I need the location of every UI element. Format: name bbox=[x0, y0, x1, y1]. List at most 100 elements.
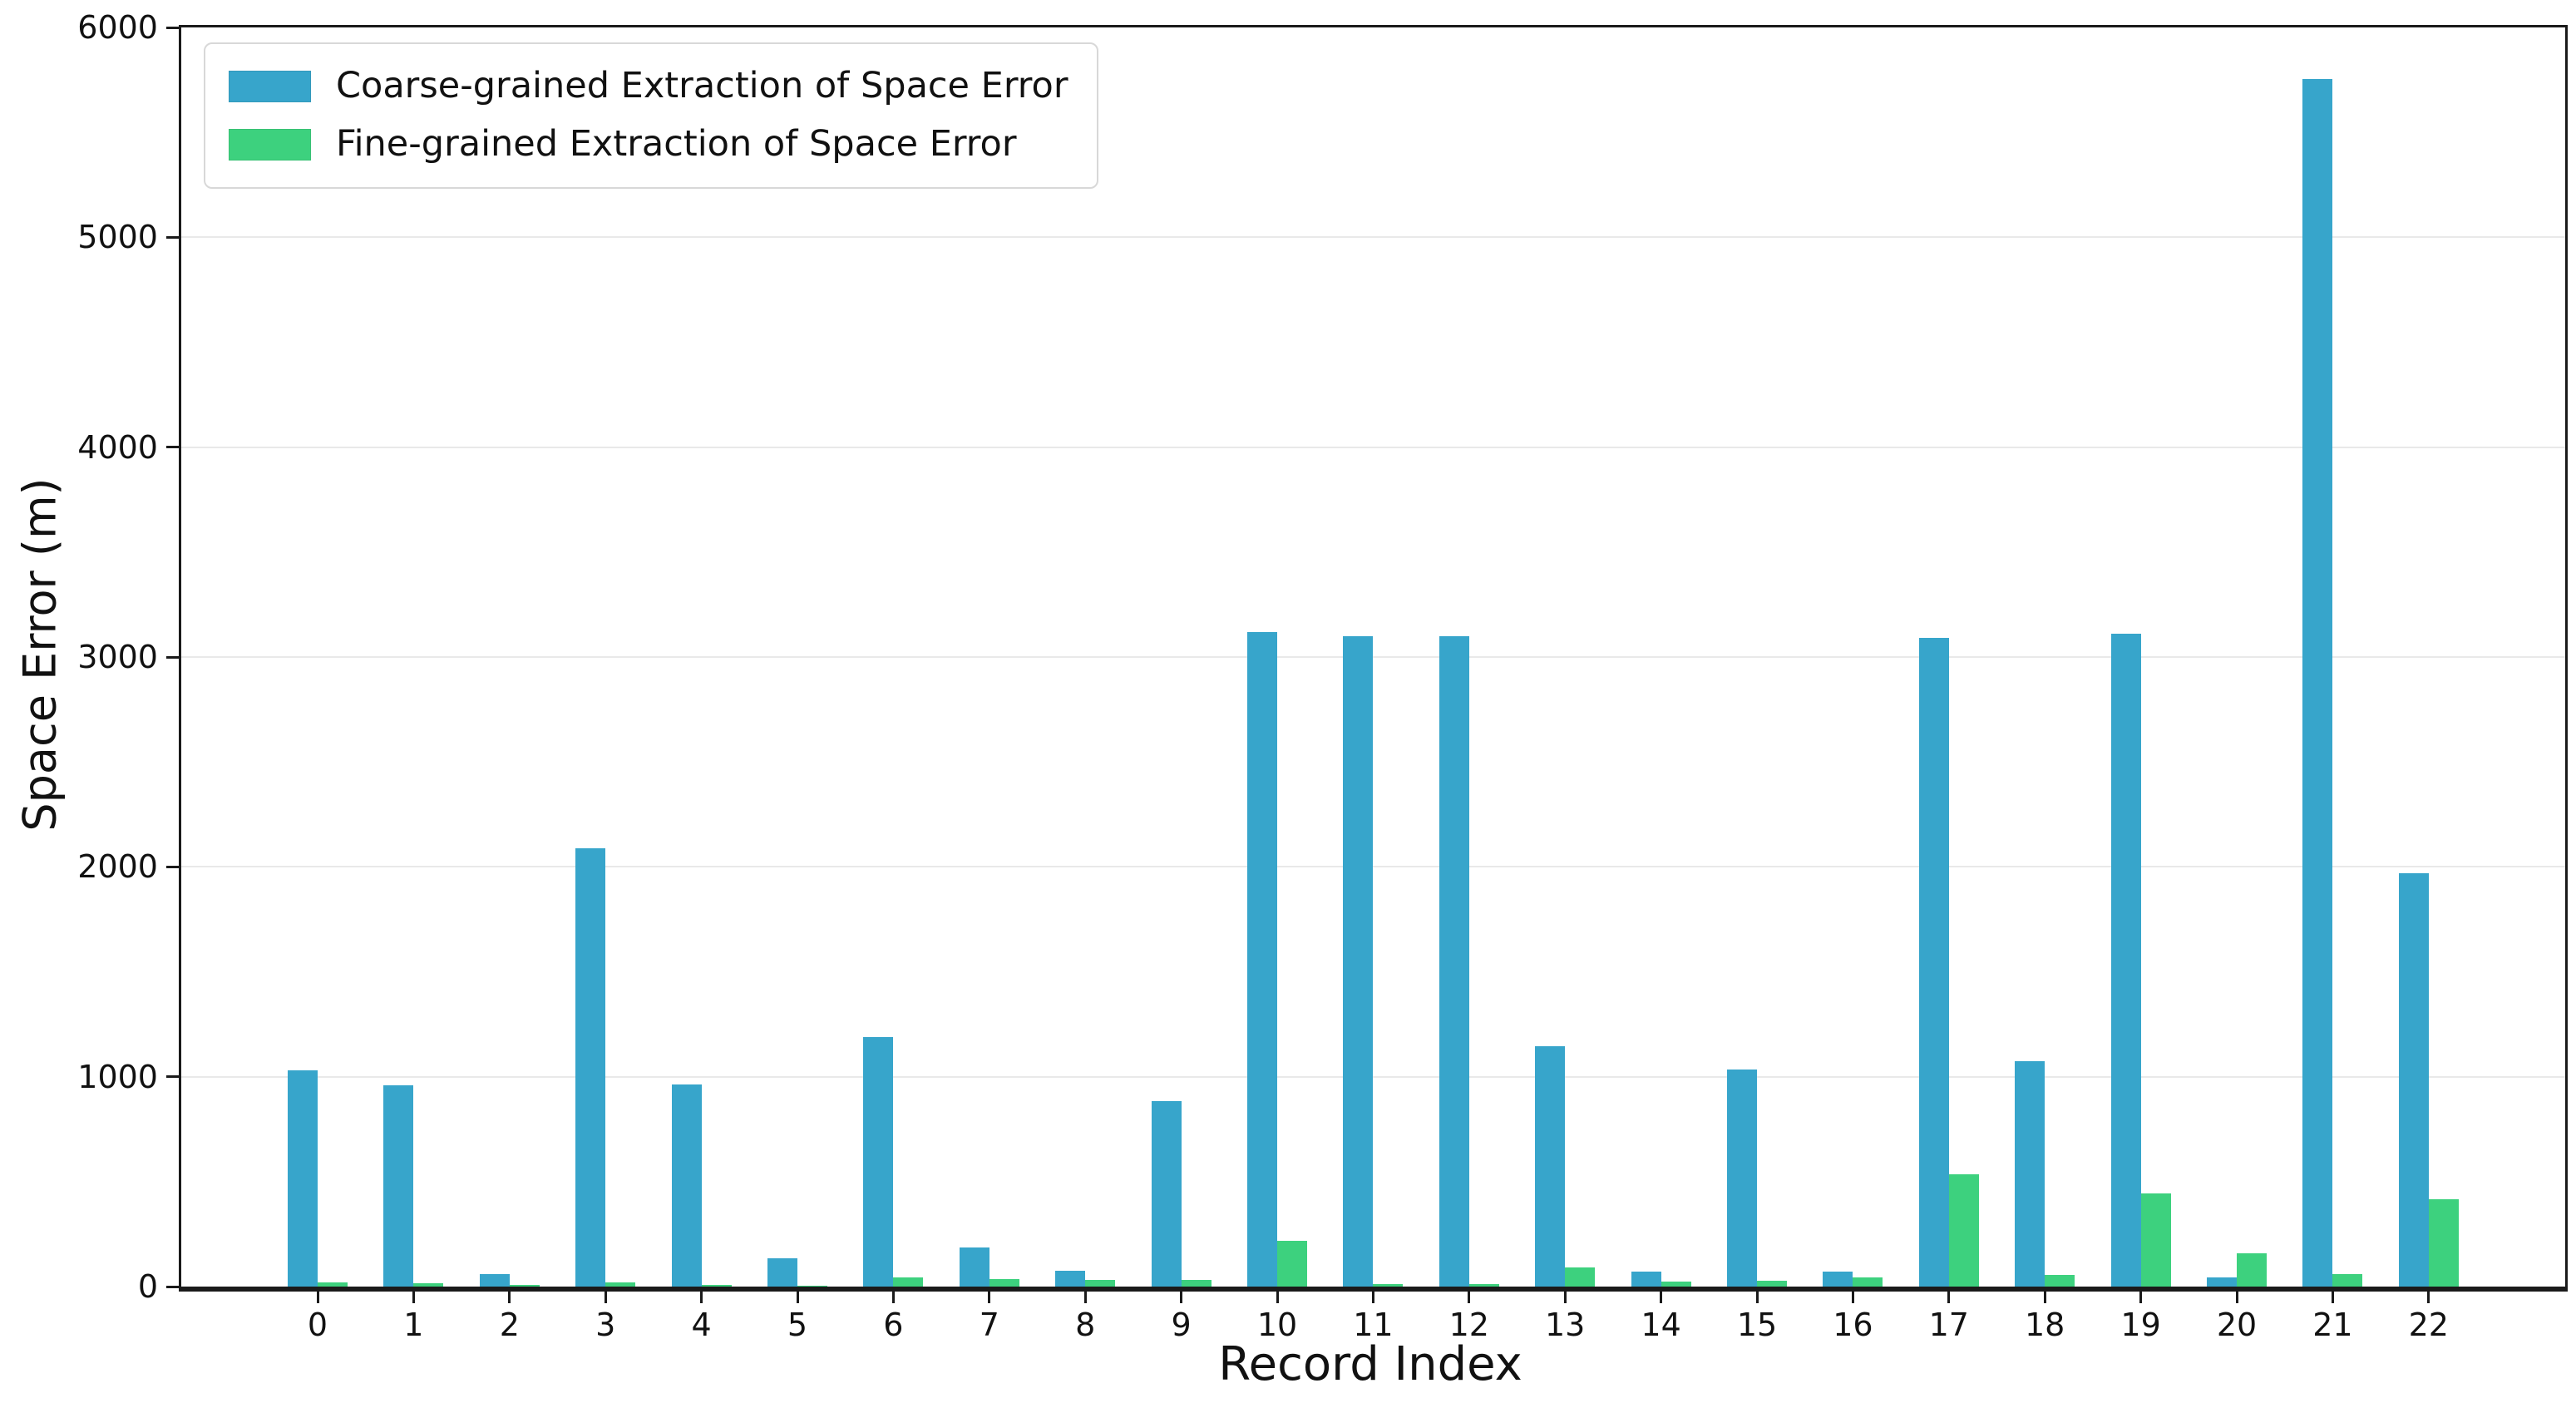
bar-coarse-18 bbox=[2015, 1060, 2046, 1287]
x-tick-mark-3 bbox=[604, 1292, 607, 1303]
y-axis-label: Space Error (m) bbox=[13, 477, 67, 832]
x-tick-mark-5 bbox=[796, 1292, 799, 1303]
bar-coarse-6 bbox=[863, 1036, 894, 1287]
x-tick-label-14: 14 bbox=[1641, 1307, 1681, 1343]
legend-swatch-coarse bbox=[229, 70, 311, 102]
plot-area: Coarse-grained Extraction of Space Error… bbox=[77, 12, 2568, 1342]
gridline-y-3000 bbox=[181, 656, 2565, 658]
x-tick-mark-16 bbox=[1851, 1292, 1854, 1303]
x-tick-label-13: 13 bbox=[1545, 1307, 1586, 1343]
x-tick-label-8: 8 bbox=[1075, 1307, 1096, 1343]
x-tick-mark-13 bbox=[1563, 1292, 1567, 1303]
x-tick-label-18: 18 bbox=[2025, 1307, 2065, 1343]
gridline-y-2000 bbox=[181, 866, 2565, 868]
bar-fine-0 bbox=[318, 1282, 348, 1287]
legend: Coarse-grained Extraction of Space Error… bbox=[204, 42, 1098, 189]
x-tick-mark-4 bbox=[700, 1292, 703, 1303]
bar-fine-19 bbox=[2140, 1193, 2171, 1287]
x-tick-mark-7 bbox=[988, 1292, 991, 1303]
x-tick-mark-9 bbox=[1180, 1292, 1183, 1303]
legend-label-coarse: Coarse-grained Extraction of Space Error bbox=[336, 65, 1068, 106]
bar-fine-16 bbox=[1853, 1277, 1883, 1287]
bar-fine-13 bbox=[1565, 1267, 1596, 1287]
x-tick-mark-22 bbox=[2427, 1292, 2430, 1303]
x-tick-label-1: 1 bbox=[403, 1307, 424, 1343]
bar-fine-17 bbox=[1948, 1174, 1979, 1287]
x-tick-mark-15 bbox=[1755, 1292, 1759, 1303]
gridline-y-4000 bbox=[181, 446, 2565, 448]
bar-fine-20 bbox=[2237, 1252, 2267, 1287]
y-tick-mark-1000 bbox=[166, 1075, 179, 1079]
x-tick-label-4: 4 bbox=[691, 1307, 712, 1343]
x-tick-mark-12 bbox=[1468, 1292, 1471, 1303]
legend-item-coarse: Coarse-grained Extraction of Space Error bbox=[229, 64, 1068, 109]
x-tick-mark-0 bbox=[316, 1292, 319, 1303]
bar-coarse-11 bbox=[1343, 635, 1374, 1287]
x-tick-label-21: 21 bbox=[2312, 1307, 2353, 1343]
y-tick-label-4000: 4000 bbox=[77, 428, 158, 466]
bar-coarse-5 bbox=[767, 1257, 797, 1287]
bar-fine-1 bbox=[413, 1283, 444, 1287]
bar-coarse-17 bbox=[1918, 638, 1949, 1287]
bar-coarse-20 bbox=[2207, 1277, 2237, 1287]
bar-coarse-3 bbox=[575, 847, 606, 1287]
bar-fine-10 bbox=[1277, 1240, 1307, 1287]
x-tick-mark-2 bbox=[508, 1292, 511, 1303]
x-tick-label-6: 6 bbox=[883, 1307, 904, 1343]
x-tick-label-17: 17 bbox=[1928, 1307, 1969, 1343]
x-tick-mark-14 bbox=[1660, 1292, 1663, 1303]
bar-fine-14 bbox=[1661, 1281, 1691, 1287]
x-tick-label-5: 5 bbox=[787, 1307, 808, 1343]
legend-item-fine: Fine-grained Extraction of Space Error bbox=[229, 122, 1068, 167]
x-tick-label-0: 0 bbox=[307, 1307, 328, 1343]
y-tick-label-1000: 1000 bbox=[77, 1058, 158, 1095]
bar-coarse-9 bbox=[1151, 1100, 1182, 1287]
y-tick-label-0: 0 bbox=[137, 1268, 158, 1305]
x-tick-label-22: 22 bbox=[2408, 1307, 2449, 1343]
bar-fine-15 bbox=[1757, 1281, 1787, 1287]
bar-coarse-21 bbox=[2302, 78, 2333, 1287]
bar-fine-8 bbox=[1085, 1279, 1116, 1287]
x-tick-label-20: 20 bbox=[2216, 1307, 2258, 1343]
x-axis-label: Record Index bbox=[1218, 1337, 1522, 1391]
y-tick-mark-5000 bbox=[166, 235, 179, 239]
x-tick-mark-11 bbox=[1371, 1292, 1374, 1303]
bar-fine-2 bbox=[509, 1284, 540, 1287]
bar-fine-21 bbox=[2332, 1273, 2363, 1287]
y-tick-label-2000: 2000 bbox=[77, 848, 158, 886]
x-tick-label-3: 3 bbox=[595, 1307, 616, 1343]
bar-fine-5 bbox=[797, 1286, 827, 1287]
x-tick-mark-20 bbox=[2235, 1292, 2238, 1303]
bar-fine-9 bbox=[1181, 1280, 1212, 1287]
bar-fine-11 bbox=[1373, 1283, 1404, 1287]
y-tick-label-5000: 5000 bbox=[77, 219, 158, 256]
x-tick-mark-17 bbox=[1947, 1292, 1951, 1303]
x-tick-mark-8 bbox=[1083, 1292, 1087, 1303]
bar-coarse-14 bbox=[1631, 1272, 1661, 1287]
x-tick-label-12: 12 bbox=[1448, 1307, 1489, 1343]
bar-coarse-2 bbox=[479, 1273, 510, 1287]
bar-coarse-1 bbox=[383, 1084, 414, 1287]
y-tick-mark-6000 bbox=[166, 26, 179, 29]
x-tick-mark-18 bbox=[2043, 1292, 2046, 1303]
x-tick-label-9: 9 bbox=[1171, 1307, 1192, 1343]
x-tick-label-15: 15 bbox=[1736, 1307, 1778, 1343]
gridline-y-1000 bbox=[181, 1075, 2565, 1078]
x-tick-mark-21 bbox=[2331, 1292, 2334, 1303]
x-tick-label-11: 11 bbox=[1353, 1307, 1394, 1343]
x-tick-mark-10 bbox=[1276, 1292, 1279, 1303]
x-tick-label-10: 10 bbox=[1256, 1307, 1298, 1343]
x-tick-label-7: 7 bbox=[979, 1307, 999, 1343]
x-tick-label-16: 16 bbox=[1833, 1307, 1873, 1343]
y-tick-mark-3000 bbox=[166, 655, 179, 659]
bar-fine-22 bbox=[2428, 1199, 2459, 1287]
legend-swatch-fine bbox=[229, 128, 311, 161]
bar-fine-3 bbox=[605, 1282, 636, 1287]
x-tick-mark-1 bbox=[412, 1292, 415, 1303]
gridline-y-5000 bbox=[181, 236, 2565, 239]
bar-coarse-8 bbox=[1055, 1271, 1086, 1287]
bar-coarse-4 bbox=[671, 1084, 702, 1287]
bar-fine-6 bbox=[893, 1277, 924, 1287]
y-tick-label-6000: 6000 bbox=[77, 9, 158, 46]
